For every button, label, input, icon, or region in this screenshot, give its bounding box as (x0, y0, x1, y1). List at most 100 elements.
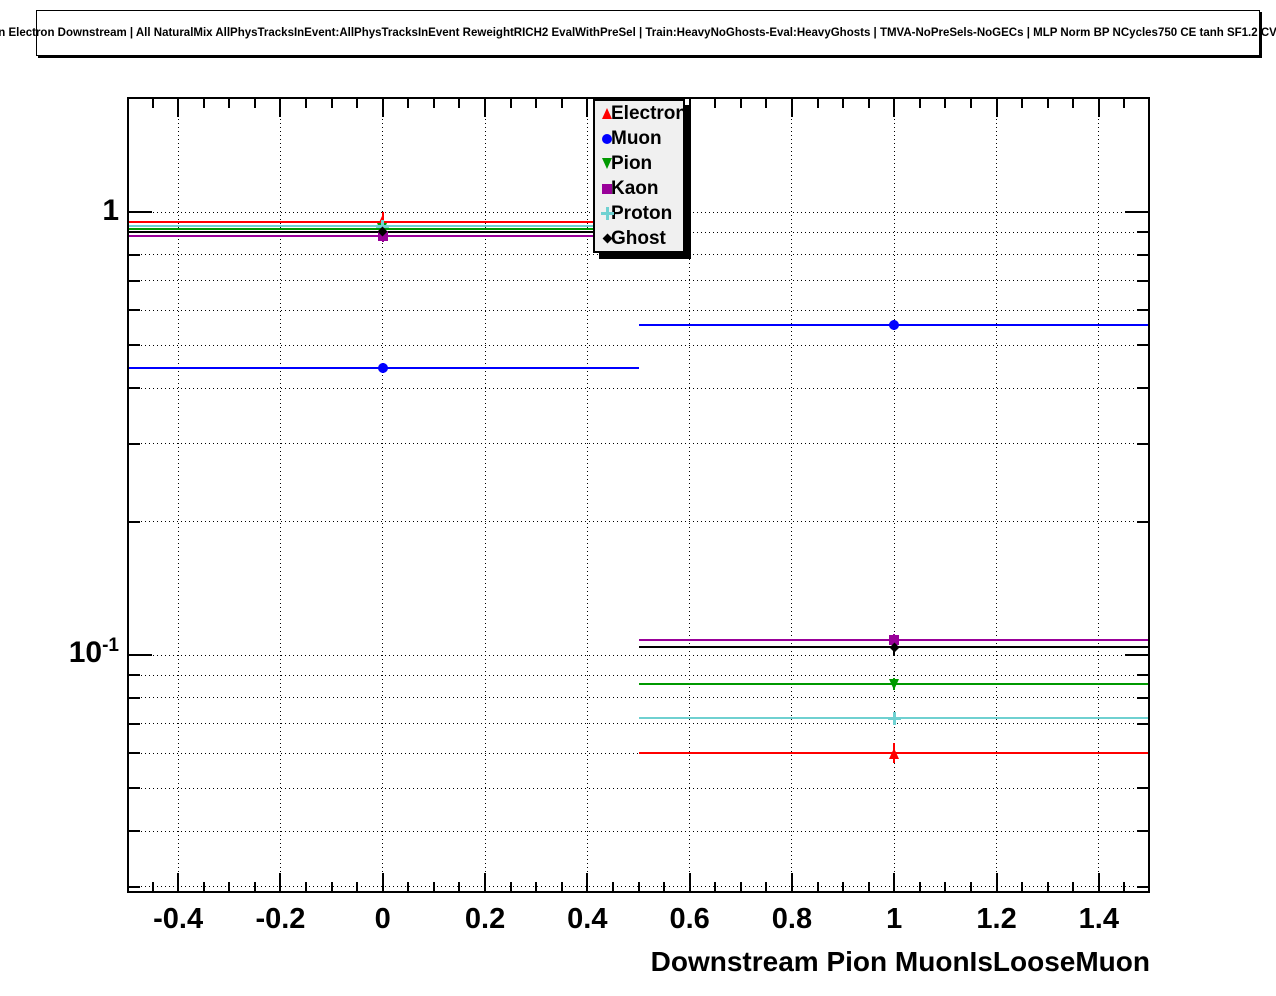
y-minor-tick (1137, 696, 1148, 699)
y-minor-tick (1137, 787, 1148, 790)
x-major-tick (381, 873, 384, 891)
y-major-tick (1125, 211, 1148, 213)
x-tick-label: 0.2 (464, 903, 506, 935)
legend-entry-pion: Pion (595, 151, 683, 176)
marker-electron-bin2 (888, 747, 899, 759)
legend-label-proton: Proton (611, 202, 673, 224)
marker-pion-bin2 (888, 678, 899, 690)
gridline-horizontal (129, 830, 1148, 832)
y-minor-tick (1137, 830, 1148, 833)
y-minor-tick (129, 309, 140, 312)
x-minor-tick (1046, 99, 1049, 108)
x-minor-tick (202, 99, 205, 108)
gridline-vertical (484, 99, 486, 891)
x-major-tick (484, 99, 487, 117)
y-major-tick (129, 211, 152, 213)
x-minor-tick (1021, 99, 1024, 108)
marker-muon-bin1 (377, 363, 388, 374)
legend-label-pion: Pion (611, 152, 653, 174)
plot-title: MuonIsLooseMuon Electron Downstream | Al… (0, 27, 1276, 39)
x-minor-tick (739, 99, 742, 108)
y-minor-tick (129, 387, 140, 390)
x-minor-tick (535, 99, 538, 108)
x-major-tick (995, 99, 998, 117)
x-major-tick (995, 873, 998, 891)
x-minor-tick (509, 882, 512, 891)
y-minor-tick (129, 696, 140, 699)
x-minor-tick (228, 99, 231, 108)
y-minor-tick (1137, 722, 1148, 725)
gridline-horizontal (129, 654, 1148, 656)
x-minor-tick (969, 99, 972, 108)
legend-entry-proton: Proton (595, 201, 683, 226)
legend-entry-muon: Muon (595, 126, 683, 151)
y-tick-label-exponent: -1 (102, 635, 119, 656)
y-minor-tick (129, 253, 140, 256)
plus-bar (381, 219, 385, 233)
x-minor-tick (637, 882, 640, 891)
x-minor-tick (944, 99, 947, 108)
x-major-tick (790, 873, 793, 891)
x-major-tick (381, 99, 384, 117)
x-minor-tick (458, 99, 461, 108)
legend-label-muon: Muon (611, 127, 662, 149)
legend-entry-ghost: Ghost (595, 226, 683, 251)
x-minor-tick (305, 882, 308, 891)
x-tick-label: 1.2 (976, 903, 1017, 935)
x-minor-tick (330, 882, 333, 891)
y-minor-tick (1137, 885, 1148, 888)
y-tick-label-1: 1 (35, 196, 119, 226)
marker-kaon-bin2 (889, 635, 900, 646)
x-axis-title: Downstream Pion MuonIsLooseMuon (650, 946, 1150, 977)
x-minor-tick (509, 99, 512, 108)
x-major-tick (1097, 873, 1100, 891)
y-tick-label-base: 10 (68, 636, 103, 669)
gridline-horizontal (129, 309, 1148, 311)
x-minor-tick (151, 882, 154, 891)
x-minor-tick (714, 882, 717, 891)
x-minor-tick (739, 882, 742, 891)
x-minor-tick (765, 99, 768, 108)
x-minor-tick (944, 882, 947, 891)
y-minor-tick (1137, 442, 1148, 445)
x-minor-tick (1072, 99, 1075, 108)
x-tick-label: 0 (374, 903, 391, 935)
x-major-tick (893, 99, 896, 117)
x-major-tick (688, 99, 691, 117)
x-minor-tick (765, 882, 768, 891)
legend-marker-proton-icon (600, 207, 614, 220)
y-minor-tick (129, 279, 140, 282)
y-minor-tick (129, 787, 140, 790)
x-tick-label: 0.6 (669, 903, 710, 935)
legend-entry-electron: Electron (595, 101, 687, 126)
y-minor-tick (129, 830, 140, 833)
gridline-vertical (689, 99, 691, 891)
x-minor-tick (305, 99, 308, 108)
x-major-tick (177, 99, 180, 117)
x-major-tick (484, 873, 487, 891)
x-tick-label: 1.4 (1078, 903, 1120, 935)
x-minor-tick (663, 882, 666, 891)
x-minor-tick (253, 99, 256, 108)
gridline-horizontal (129, 280, 1148, 282)
legend-marker-pion-icon (601, 158, 612, 169)
x-minor-tick (407, 99, 410, 108)
x-tick-label: -0.4 (153, 903, 204, 935)
gridline-vertical (177, 99, 179, 891)
y-minor-tick (129, 520, 140, 523)
y-minor-tick (1137, 231, 1148, 234)
plus-bar (605, 207, 609, 220)
legend-marker-muon-icon (602, 133, 612, 144)
gridline-horizontal (129, 674, 1148, 676)
x-minor-tick (969, 882, 972, 891)
x-minor-tick (253, 882, 256, 891)
x-minor-tick (151, 99, 154, 108)
y-major-tick (1125, 654, 1148, 656)
gridline-horizontal (129, 387, 1148, 389)
x-major-tick (586, 873, 589, 891)
plot-frame: Electron Muon Pion Kaon Proton Ghost (127, 97, 1150, 893)
x-minor-tick (407, 882, 410, 891)
x-tick-label: 0.8 (771, 903, 813, 935)
y-minor-tick (1137, 309, 1148, 312)
